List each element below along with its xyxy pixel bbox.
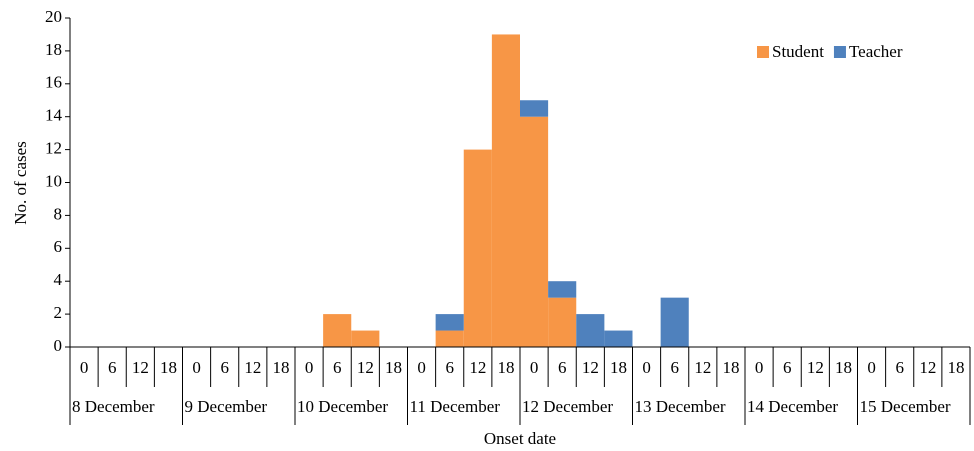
legend-label: Teacher [849,42,903,61]
x-tick-label: 6 [220,358,229,377]
x-tick-label: 6 [445,358,454,377]
x-tick-label: 12 [582,358,599,377]
group-label: 10 December [297,397,388,416]
bar [548,281,577,298]
x-tick-label: 12 [469,358,486,377]
y-tick-label: 12 [45,139,62,158]
group-label: 9 December [185,397,268,416]
x-tick-label: 12 [132,358,149,377]
x-tick-label: 18 [722,358,739,377]
x-tick-label: 18 [160,358,177,377]
x-axis-label: Onset date [484,429,556,448]
group-label: 8 December [72,397,155,416]
bar [435,330,464,347]
x-tick-label: 6 [333,358,342,377]
x-tick-label: 0 [755,358,764,377]
x-tick-label: 18 [835,358,852,377]
legend-swatch [757,46,769,58]
x-tick-label: 18 [497,358,514,377]
x-tick-label: 12 [244,358,261,377]
x-tick-label: 6 [108,358,117,377]
x-tick-label: 6 [670,358,679,377]
group-label: 13 December [635,397,726,416]
bar [660,297,689,347]
x-tick-label: 0 [867,358,876,377]
y-tick-label: 10 [45,171,62,190]
legend-label: Student [772,42,824,61]
x-tick-label: 18 [385,358,402,377]
x-tick-label: 18 [947,358,964,377]
y-axis-label: No. of cases [11,141,30,225]
legend-swatch [833,46,846,58]
x-tick-label: 12 [694,358,711,377]
bar [548,297,577,347]
y-tick-label: 4 [54,270,63,289]
x-tick-label: 0 [192,358,201,377]
y-tick-label: 20 [45,7,62,26]
y-tick-label: 18 [45,40,62,59]
x-tick-label: 18 [610,358,627,377]
x-tick-label: 18 [272,358,289,377]
x-tick-label: 12 [357,358,374,377]
group-label: 12 December [522,397,613,416]
bar [576,314,605,347]
bar [520,116,549,347]
bar [435,314,464,331]
x-tick-label: 12 [807,358,824,377]
y-tick-label: 6 [54,237,63,256]
bar [520,100,549,117]
group-label: 15 December [860,397,951,416]
y-tick-label: 8 [54,204,63,223]
x-tick-label: 0 [530,358,539,377]
x-tick-label: 0 [642,358,651,377]
y-tick-label: 14 [45,106,63,125]
bar [323,314,352,347]
bar [491,34,520,347]
group-label: 11 December [410,397,501,416]
y-tick-label: 16 [45,73,62,92]
group-label: 14 December [747,397,838,416]
y-tick-label: 2 [54,303,63,322]
y-tick-label: 0 [54,336,63,355]
x-tick-label: 12 [919,358,936,377]
x-tick-label: 6 [895,358,904,377]
x-tick-label: 0 [305,358,314,377]
bar [604,330,633,347]
x-tick-label: 0 [417,358,426,377]
bar [351,330,380,347]
x-tick-label: 6 [558,358,567,377]
x-tick-label: 6 [783,358,792,377]
x-tick-label: 0 [80,358,89,377]
bar [463,149,492,347]
